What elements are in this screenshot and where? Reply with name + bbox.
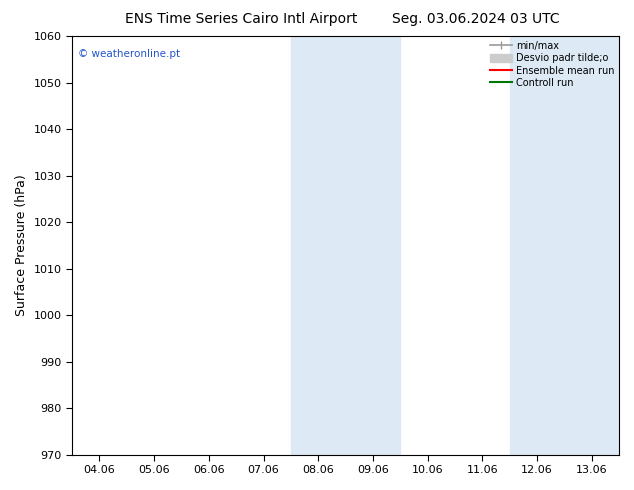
Text: ENS Time Series Cairo Intl Airport: ENS Time Series Cairo Intl Airport <box>125 12 357 26</box>
Y-axis label: Surface Pressure (hPa): Surface Pressure (hPa) <box>15 174 28 316</box>
Text: © weatheronline.pt: © weatheronline.pt <box>77 49 179 59</box>
Bar <box>510 36 619 455</box>
Text: Seg. 03.06.2024 03 UTC: Seg. 03.06.2024 03 UTC <box>392 12 559 26</box>
Legend: min/max, Desvio padr tilde;o, Ensemble mean run, Controll run: min/max, Desvio padr tilde;o, Ensemble m… <box>488 39 616 90</box>
Bar <box>291 36 400 455</box>
